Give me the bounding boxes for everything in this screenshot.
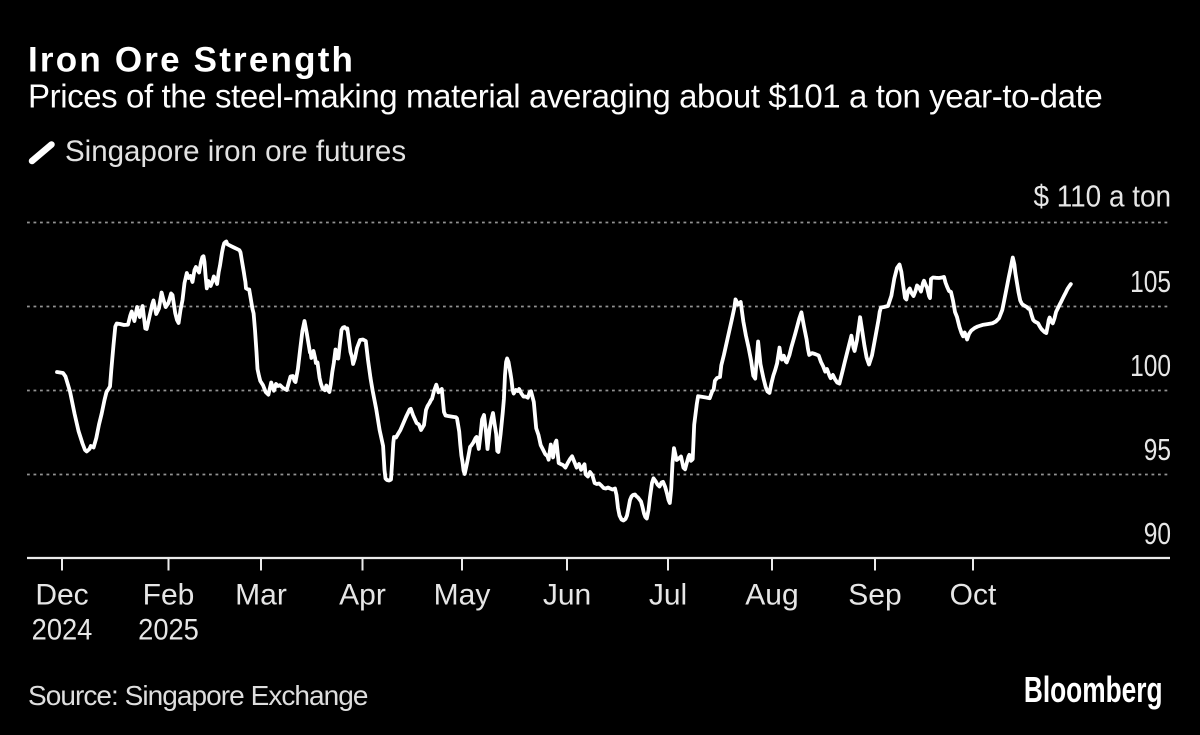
svg-text:2025: 2025: [138, 613, 199, 646]
svg-text:Oct: Oct: [950, 579, 997, 612]
svg-text:Singapore iron ore futures: Singapore iron ore futures: [65, 135, 406, 168]
svg-text:Feb: Feb: [143, 579, 195, 612]
svg-text:100: 100: [1130, 348, 1171, 382]
svg-text:105: 105: [1130, 264, 1171, 298]
svg-text:$ 110 a ton: $ 110 a ton: [1033, 179, 1171, 214]
svg-text:2024: 2024: [32, 613, 93, 646]
svg-text:Source: Singapore Exchange: Source: Singapore Exchange: [28, 680, 368, 711]
svg-text:Bloomberg: Bloomberg: [1024, 669, 1163, 710]
svg-text:Apr: Apr: [339, 579, 386, 612]
svg-text:95: 95: [1144, 432, 1171, 466]
svg-text:Aug: Aug: [745, 579, 798, 612]
svg-text:Mar: Mar: [235, 579, 287, 612]
svg-text:Jun: Jun: [543, 579, 591, 612]
svg-text:May: May: [434, 579, 491, 612]
svg-text:Sep: Sep: [848, 579, 901, 612]
svg-text:90: 90: [1144, 516, 1171, 550]
svg-text:Dec: Dec: [35, 579, 88, 612]
svg-text:Iron Ore Strength: Iron Ore Strength: [28, 41, 355, 80]
svg-text:Jul: Jul: [649, 579, 687, 612]
svg-text:Prices of the steel-making mat: Prices of the steel-making material aver…: [28, 78, 1102, 115]
